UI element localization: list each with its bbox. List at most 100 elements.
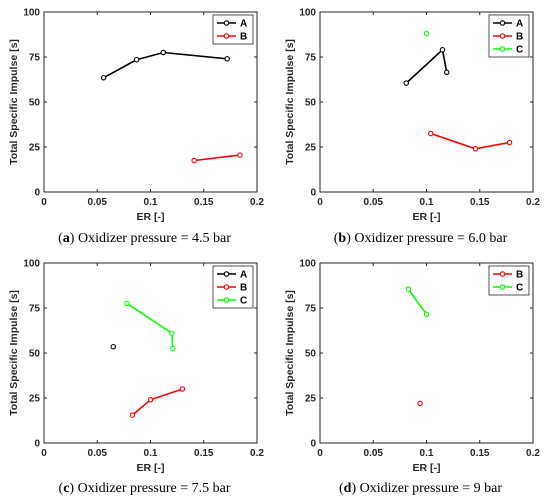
x-tick-label: 0.2 bbox=[526, 197, 540, 208]
data-point-C bbox=[169, 330, 175, 336]
x-tick-label: 0.1 bbox=[420, 197, 434, 208]
legend-marker-A bbox=[499, 20, 506, 26]
caption-description: Oxidizer pressure = 4.5 bar bbox=[74, 231, 231, 246]
series-B bbox=[417, 400, 423, 407]
data-point-A bbox=[110, 343, 116, 350]
data-point-A bbox=[133, 56, 140, 63]
y-axis-label: Total Specific Impulse [s] bbox=[8, 39, 20, 165]
series-C bbox=[423, 30, 430, 37]
y-tick-label: 100 bbox=[299, 8, 316, 19]
legend: ABC bbox=[212, 265, 254, 309]
x-tick-label: 0.15 bbox=[194, 448, 214, 459]
data-point-B bbox=[506, 139, 513, 146]
data-point-C bbox=[170, 345, 176, 352]
data-point-A bbox=[443, 69, 450, 76]
data-point-B bbox=[472, 146, 479, 152]
legend-marker-B bbox=[223, 33, 230, 39]
x-axis-label: ER [-] bbox=[413, 462, 441, 474]
legend-marker-C bbox=[499, 46, 506, 52]
caption-paren-close: ) bbox=[346, 231, 351, 246]
data-point-C bbox=[405, 286, 412, 292]
data-point-A bbox=[403, 80, 410, 86]
y-tick-label: 100 bbox=[23, 8, 40, 19]
x-tick-label: 0.05 bbox=[88, 197, 108, 208]
legend-marker-B bbox=[223, 284, 230, 290]
caption-letter: a bbox=[63, 231, 70, 246]
y-tick-label: 25 bbox=[305, 143, 317, 154]
x-tick-label: 0.05 bbox=[364, 448, 384, 459]
legend-label-B: B bbox=[240, 32, 247, 43]
series-C bbox=[405, 286, 430, 318]
caption-letter: d bbox=[344, 481, 352, 496]
y-tick-label: 75 bbox=[305, 53, 317, 64]
caption-paren-close: ) bbox=[69, 481, 74, 496]
series-A bbox=[110, 343, 116, 350]
legend-label-B: B bbox=[240, 283, 247, 294]
x-tick-label: 0.2 bbox=[250, 448, 264, 459]
x-tick-label: 0 bbox=[41, 197, 47, 208]
x-tick-label: 0.2 bbox=[526, 448, 540, 459]
caption-paren-open: ( bbox=[334, 231, 339, 246]
chart-panel-d: 0 0.05 0.1 0.15 0.2 0 25 50 75 100 ER [-] Total Spe… bbox=[284, 259, 540, 497]
y-tick-label: 50 bbox=[29, 349, 41, 360]
legend-label-A: A bbox=[240, 19, 247, 30]
caption-description: Oxidizer pressure = 9 bar bbox=[356, 481, 502, 496]
legend-marker-A bbox=[223, 271, 230, 277]
data-point-A bbox=[224, 56, 230, 62]
x-tick-label: 0.1 bbox=[144, 197, 158, 208]
series-B bbox=[428, 130, 513, 152]
x-tick-label: 0 bbox=[317, 197, 323, 208]
caption-paren-close: ) bbox=[70, 231, 75, 246]
legend-marker-A bbox=[223, 20, 230, 26]
y-tick-label: 0 bbox=[34, 188, 40, 199]
y-axis-label: Total Specific Impulse [s] bbox=[284, 39, 296, 165]
x-tick-label: 0.1 bbox=[420, 448, 434, 459]
y-tick-label: 100 bbox=[299, 259, 316, 270]
legend: ABC bbox=[488, 14, 530, 58]
x-axis-label: ER [-] bbox=[137, 462, 165, 474]
chart-panel-c: 0 0.05 0.1 0.15 0.2 0 25 50 75 100 ER [-] Total Spe… bbox=[8, 259, 264, 497]
legend-label-B: B bbox=[516, 32, 523, 43]
caption-paren-open: ( bbox=[339, 481, 344, 496]
caption-letter: c bbox=[63, 481, 69, 496]
legend: BC bbox=[488, 265, 530, 296]
x-tick-label: 0.05 bbox=[364, 197, 384, 208]
y-tick-label: 100 bbox=[23, 259, 40, 270]
data-point-C bbox=[423, 30, 430, 37]
x-tick-label: 0 bbox=[41, 448, 47, 459]
y-tick-label: 0 bbox=[34, 439, 40, 450]
x-tick-label: 0.1 bbox=[144, 448, 158, 459]
legend-marker-C bbox=[223, 297, 230, 303]
series-line-B bbox=[194, 154, 241, 162]
y-tick-label: 0 bbox=[310, 188, 316, 199]
x-axis-label: ER [-] bbox=[137, 211, 165, 223]
legend-marker-B bbox=[499, 33, 506, 39]
caption-description: Oxidizer pressure = 7.5 bar bbox=[74, 481, 231, 496]
data-point-C bbox=[423, 311, 430, 318]
y-tick-label: 50 bbox=[305, 349, 317, 360]
data-point-A bbox=[439, 47, 446, 53]
series-line-A bbox=[103, 51, 228, 79]
series-A bbox=[403, 47, 450, 86]
y-tick-label: 75 bbox=[29, 53, 41, 64]
data-point-B bbox=[428, 130, 434, 137]
x-tick-label: 0.15 bbox=[470, 197, 490, 208]
x-tick-label: 0.15 bbox=[194, 197, 214, 208]
legend-box bbox=[488, 265, 530, 296]
caption-paren-open: ( bbox=[58, 231, 63, 246]
series-B bbox=[129, 386, 186, 418]
panel-caption: (a) Oxidizer pressure = 4.5 bar bbox=[58, 231, 231, 246]
legend-label-B: B bbox=[516, 270, 523, 281]
y-tick-label: 0 bbox=[310, 439, 316, 450]
data-point-B bbox=[129, 412, 136, 418]
x-tick-label: 0 bbox=[317, 448, 323, 459]
legend-label-A: A bbox=[516, 19, 523, 30]
legend-label-A: A bbox=[240, 270, 247, 281]
series-A bbox=[100, 49, 230, 81]
chart-panel-a: 0 0.05 0.1 0.15 0.2 0 25 50 75 100 ER [-] Total Spe… bbox=[8, 8, 264, 247]
legend-marker-B bbox=[499, 271, 506, 277]
y-axis-label: Total Specific Impulse [s] bbox=[8, 290, 20, 416]
data-point-B bbox=[191, 157, 197, 164]
data-point-A bbox=[160, 49, 167, 56]
